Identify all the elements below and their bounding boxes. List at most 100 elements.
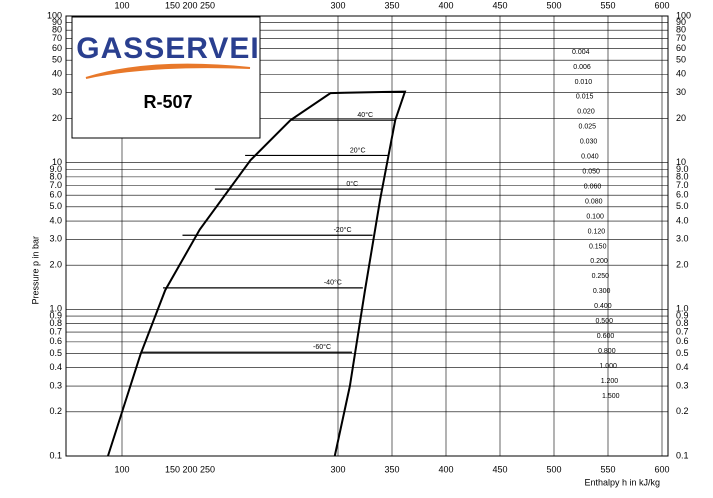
x-tick-label: 400 <box>438 0 453 10</box>
y-tick-label: 100 <box>47 10 62 20</box>
y-tick-label: 10 <box>52 157 62 167</box>
volume-label: 1.200 <box>601 378 619 385</box>
volume-label: 0.006 <box>573 64 591 71</box>
y-tick-label: 0.3 <box>676 380 689 390</box>
y-tick-label: 4.0 <box>49 215 62 225</box>
volume-label: 0.200 <box>590 258 608 265</box>
x-tick-label: 600 <box>654 0 669 10</box>
volume-label: 0.040 <box>581 154 599 161</box>
y-tick-label: 80 <box>676 25 686 35</box>
volume-label: 0.600 <box>597 333 615 340</box>
volume-label: 0.250 <box>592 273 610 280</box>
y-tick-label: 8.0 <box>49 171 62 181</box>
y-tick-label: 50 <box>676 55 686 65</box>
volume-label: 0.020 <box>577 109 595 116</box>
y-tick-label: 0.9 <box>676 310 689 320</box>
y-tick-label: 0.8 <box>49 318 62 328</box>
volume-label: 0.800 <box>598 348 616 355</box>
x-tick-label: 150 200 250 <box>165 0 215 10</box>
y-tick-label: 20 <box>676 113 686 123</box>
y-tick-label: 0.2 <box>676 406 689 416</box>
volume-label: 0.400 <box>594 303 612 310</box>
isotherm-label: 0°C <box>346 180 358 188</box>
y-tick-label: 0.7 <box>49 326 62 336</box>
isotherm-label: 20°C <box>350 146 366 154</box>
y-tick-label: 0.5 <box>49 348 62 358</box>
y-tick-label: 7.0 <box>676 180 689 190</box>
y-tick-label: 6.0 <box>676 190 689 200</box>
volume-label: 0.030 <box>580 139 598 146</box>
volume-label: 0.004 <box>572 49 590 56</box>
logo-box <box>71 16 261 139</box>
y-tick-label: 0.8 <box>676 318 689 328</box>
saturation-line <box>107 91 345 457</box>
volume-label: 1.000 <box>599 363 617 370</box>
y-tick-label: 20 <box>52 113 62 123</box>
y-tick-label: 0.2 <box>49 406 62 416</box>
volume-label: 0.150 <box>589 243 607 250</box>
x-tick-label: 300 <box>330 464 345 474</box>
y-tick-label: 1.0 <box>676 304 689 314</box>
volume-label: 0.050 <box>582 168 600 175</box>
y-tick-label: 5.0 <box>676 201 689 211</box>
y-tick-label: 0.6 <box>49 336 62 346</box>
y-tick-label: 30 <box>52 87 62 97</box>
y-tick-label: 100 <box>676 10 691 20</box>
x-tick-label: 350 <box>384 0 399 10</box>
x-tick-label: 300 <box>330 0 345 10</box>
y-tick-label: 0.4 <box>676 362 689 372</box>
y-tick-label: 0.4 <box>49 362 62 372</box>
x-tick-label: 100 <box>114 464 129 474</box>
volume-label: 0.025 <box>579 124 597 131</box>
y-tick-label: 0.9 <box>49 310 62 320</box>
volume-label: 0.080 <box>585 198 603 205</box>
y-tick-label: 80 <box>52 25 62 35</box>
chart-title: R-507 <box>143 92 192 112</box>
x-axis-title: Enthalpy h in kJ/kg <box>584 477 660 487</box>
logo: GASSERVEI <box>76 32 260 65</box>
logo-swoosh <box>85 63 251 79</box>
y-tick-label: 8.0 <box>676 171 689 181</box>
y-tick-label: 0.5 <box>676 348 689 358</box>
volume-label: 0.500 <box>595 318 613 325</box>
y-tick-label: 0.6 <box>676 336 689 346</box>
y-tick-label: 60 <box>676 43 686 53</box>
x-tick-label: 400 <box>438 464 453 474</box>
volume-label: 1.500 <box>602 393 620 400</box>
x-tick-label: 500 <box>546 464 561 474</box>
x-tick-label: 600 <box>654 464 669 474</box>
isotherm-label: -20°C <box>334 226 352 234</box>
volume-label: 0.010 <box>575 79 593 86</box>
x-tick-label: 100 <box>114 0 129 10</box>
y-tick-label: 0.1 <box>676 450 689 460</box>
y-tick-label: 0.3 <box>49 380 62 390</box>
y-tick-label: 9.0 <box>49 164 62 174</box>
y-tick-label: 9.0 <box>676 164 689 174</box>
volume-label: 0.060 <box>584 183 602 190</box>
x-tick-label: 500 <box>546 0 561 10</box>
y-tick-label: 60 <box>52 43 62 53</box>
y-tick-label: 90 <box>676 17 686 27</box>
x-tick-label: 350 <box>384 464 399 474</box>
x-tick-label: 550 <box>600 464 615 474</box>
y-tick-label: 3.0 <box>49 234 62 244</box>
x-tick-label: 550 <box>600 0 615 10</box>
isotherm-label: 40°C <box>357 111 373 119</box>
y-tick-label: 6.0 <box>49 190 62 200</box>
saturation-line <box>333 90 407 457</box>
y-tick-label: 2.0 <box>676 260 689 270</box>
y-tick-label: 40 <box>52 69 62 79</box>
y-tick-label: 70 <box>676 33 686 43</box>
x-tick-label: 450 <box>492 464 507 474</box>
y-tick-label: 50 <box>52 55 62 65</box>
x-tick-label: 450 <box>492 0 507 10</box>
volume-label: 0.100 <box>586 213 604 220</box>
volume-label: 0.300 <box>593 288 611 295</box>
y-tick-label: 90 <box>52 17 62 27</box>
y-tick-label: 30 <box>676 87 686 97</box>
y-tick-label: 0.1 <box>49 450 62 460</box>
y-tick-label: 40 <box>676 69 686 79</box>
y-tick-label: 10 <box>676 157 686 167</box>
